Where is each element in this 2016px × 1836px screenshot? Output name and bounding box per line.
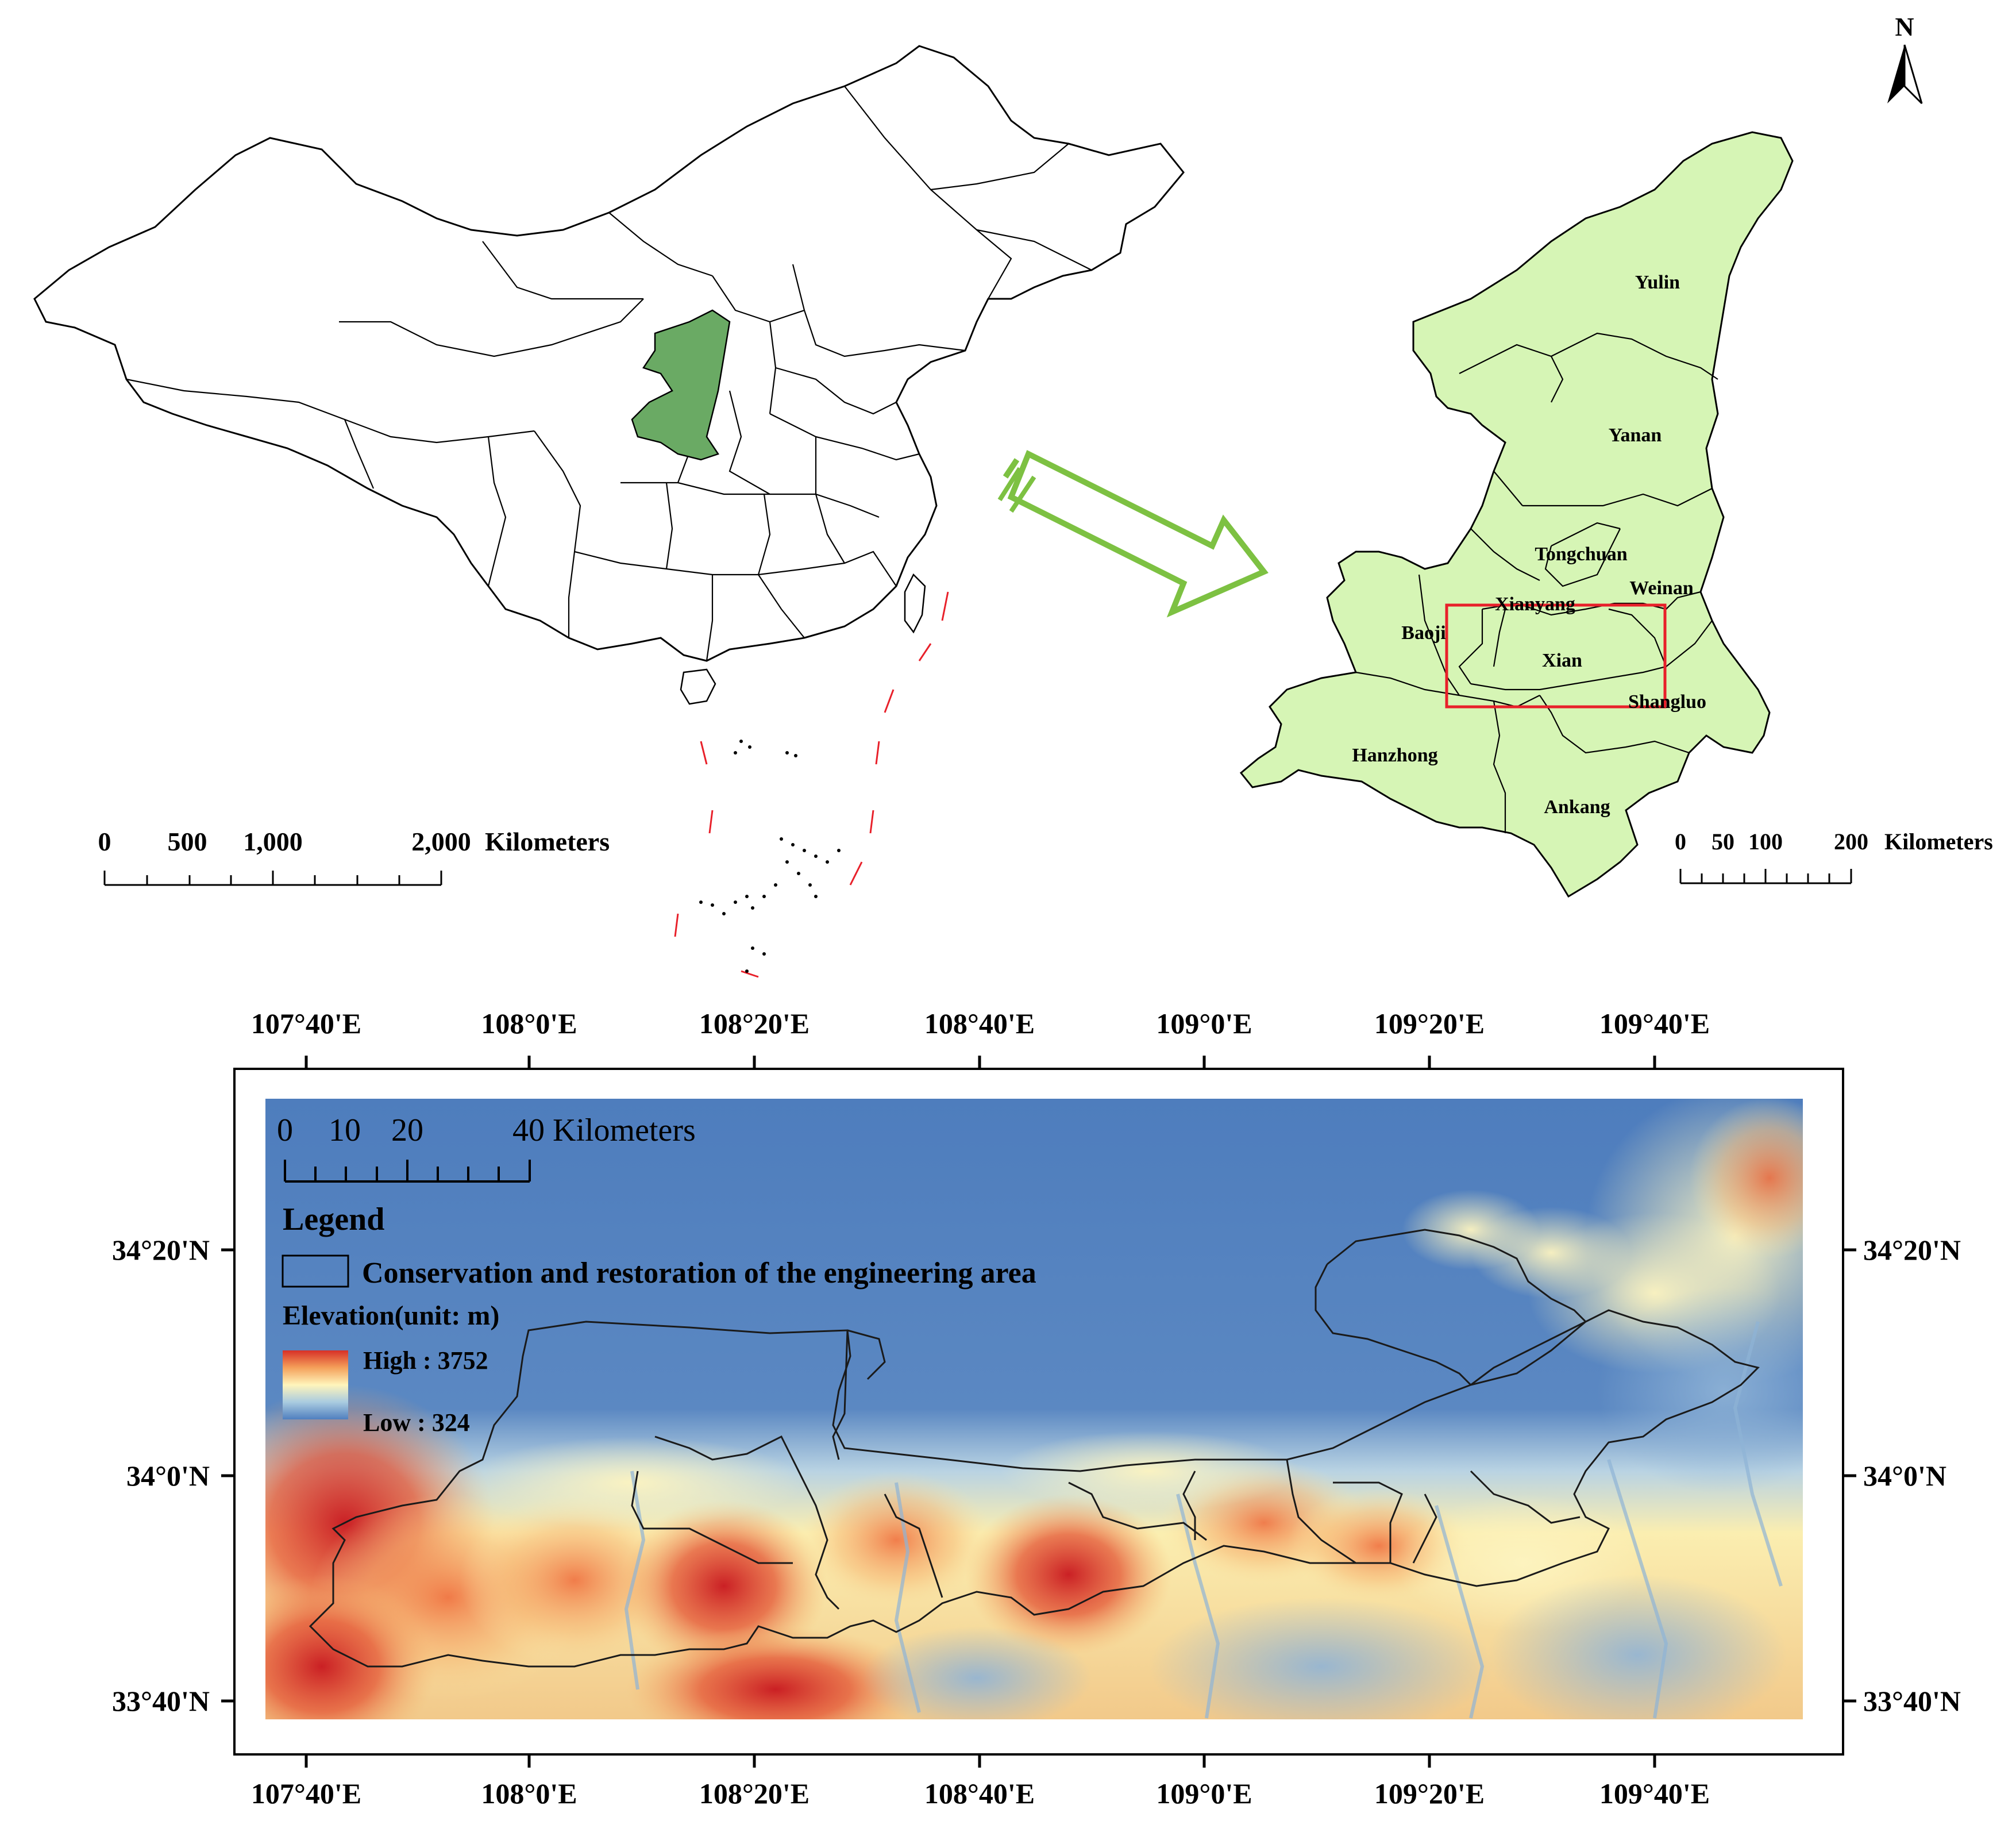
- north-arrow: N: [1887, 12, 1923, 105]
- city-label-shangluo: Shangluo: [1628, 691, 1706, 713]
- city-label-weinan: Weinan: [1629, 578, 1694, 599]
- north-arrow-icon: [1887, 45, 1905, 103]
- shaanxi-scale-tick-50: 50: [1712, 829, 1734, 855]
- city-borders: [1355, 332, 1718, 833]
- legend-elevation-title: Elevation(unit: m): [283, 1300, 499, 1331]
- city-label-hanzhong: Hanzhong: [1352, 745, 1437, 766]
- china-map: 0 500 1,000 2,000 Kilometers: [33, 45, 1185, 978]
- china-scale-tick-2000: 2,000: [411, 827, 471, 856]
- dem-axis-ticks: [221, 1056, 1856, 1768]
- province-borders: [126, 86, 1092, 661]
- city-label-ankang: Ankang: [1544, 796, 1610, 818]
- bottom-lon-label-4: 108°40'E: [924, 1777, 1035, 1810]
- dem-scale-tick-10: 10: [329, 1113, 361, 1148]
- bottom-lon-label-1: 107°40'E: [251, 1777, 361, 1810]
- engineering-area-boundaries: [309, 1229, 1760, 1668]
- taiwan-island: [904, 573, 926, 634]
- study-area-box: [1445, 603, 1667, 709]
- right-lat-label-3: 33°40'N: [1863, 1685, 1961, 1717]
- shaanxi-scale-tick-200: 200: [1834, 829, 1868, 855]
- shaanxi-scale-tick-100: 100: [1748, 829, 1783, 855]
- shaanxi-scale-bar: 0 50 100 200 Kilometers: [1675, 829, 1993, 884]
- legend-area-swatch: [282, 1254, 349, 1288]
- city-label-tongchuan: Tongchuan: [1535, 544, 1627, 565]
- dem-legend: 0 10 20 40 Kilometers Legend Conservatio…: [277, 1113, 1036, 1437]
- bottom-lon-label-6: 109°20'E: [1374, 1777, 1485, 1810]
- top-lon-label-5: 109°0'E: [1156, 1007, 1252, 1040]
- legend-title: Legend: [283, 1202, 384, 1237]
- south-sea-islands: [699, 740, 841, 973]
- elevation-raster: [265, 1099, 1803, 1719]
- left-lat-label-2: 34°0'N: [126, 1460, 210, 1492]
- city-label-xianyang: Xianyang: [1495, 594, 1575, 615]
- shaanxi-outline: [1239, 131, 1794, 898]
- shaanxi-map: Yulin Yanan Tongchuan Weinan Xianyang Ba…: [1239, 131, 1993, 898]
- china-scale-tick-1000: 1,000: [243, 827, 303, 856]
- zoom-arrow: [997, 450, 1269, 618]
- top-lon-label-7: 109°40'E: [1599, 1007, 1710, 1040]
- right-lat-label-2: 34°0'N: [1863, 1460, 1946, 1492]
- dem-scale-bar: 0 10 20 40 Kilometers: [277, 1113, 696, 1183]
- south-china-sea-dashes: [674, 591, 949, 978]
- city-label-yanan: Yanan: [1609, 425, 1662, 446]
- china-scale-unit: Kilometers: [485, 827, 610, 856]
- dem-map: 0 10 20 40 Kilometers Legend Conservatio…: [112, 1007, 1961, 1810]
- china-scale-tick-500: 500: [168, 827, 207, 856]
- legend-low-label: Low : 324: [363, 1408, 470, 1437]
- right-lat-label-1: 34°20'N: [1863, 1234, 1961, 1266]
- shaanxi-scale-tick-0: 0: [1675, 829, 1686, 855]
- legend-area-label: Conservation and restoration of the engi…: [362, 1257, 1036, 1290]
- china-outline: [33, 45, 1185, 662]
- bottom-lon-label-5: 109°0'E: [1156, 1777, 1252, 1810]
- bottom-lon-label-2: 108°0'E: [481, 1777, 577, 1810]
- bottom-lon-label-3: 108°20'E: [699, 1777, 810, 1810]
- dem-scale-tick-0: 0: [277, 1113, 293, 1148]
- top-lon-label-4: 108°40'E: [924, 1007, 1035, 1040]
- city-label-yulin: Yulin: [1635, 272, 1680, 293]
- top-lon-label-6: 109°20'E: [1374, 1007, 1485, 1040]
- legend-high-label: High : 3752: [363, 1346, 488, 1375]
- dem-scale-unit: 40 Kilometers: [512, 1113, 696, 1148]
- china-scale-tick-0: 0: [98, 827, 111, 856]
- left-lat-label-1: 34°20'N: [112, 1234, 210, 1266]
- china-scale-bar: 0 500 1,000 2,000 Kilometers: [98, 827, 610, 886]
- top-lon-label-3: 108°20'E: [699, 1007, 810, 1040]
- bottom-lon-label-7: 109°40'E: [1599, 1777, 1710, 1810]
- hainan-island: [680, 668, 716, 705]
- top-lon-label-1: 107°40'E: [251, 1007, 361, 1040]
- north-label: N: [1895, 12, 1914, 41]
- arrow-shape: [1007, 450, 1269, 618]
- city-label-baoji: Baoji: [1401, 622, 1445, 644]
- left-lat-label-3: 33°40'N: [112, 1685, 210, 1717]
- legend-elevation-ramp: [283, 1350, 348, 1419]
- city-label-xian: Xian: [1542, 650, 1582, 671]
- shaanxi-highlight: [631, 309, 731, 461]
- top-lon-label-2: 108°0'E: [481, 1007, 577, 1040]
- shaanxi-scale-unit: Kilometers: [1884, 829, 1993, 855]
- dem-scale-tick-20: 20: [391, 1113, 423, 1148]
